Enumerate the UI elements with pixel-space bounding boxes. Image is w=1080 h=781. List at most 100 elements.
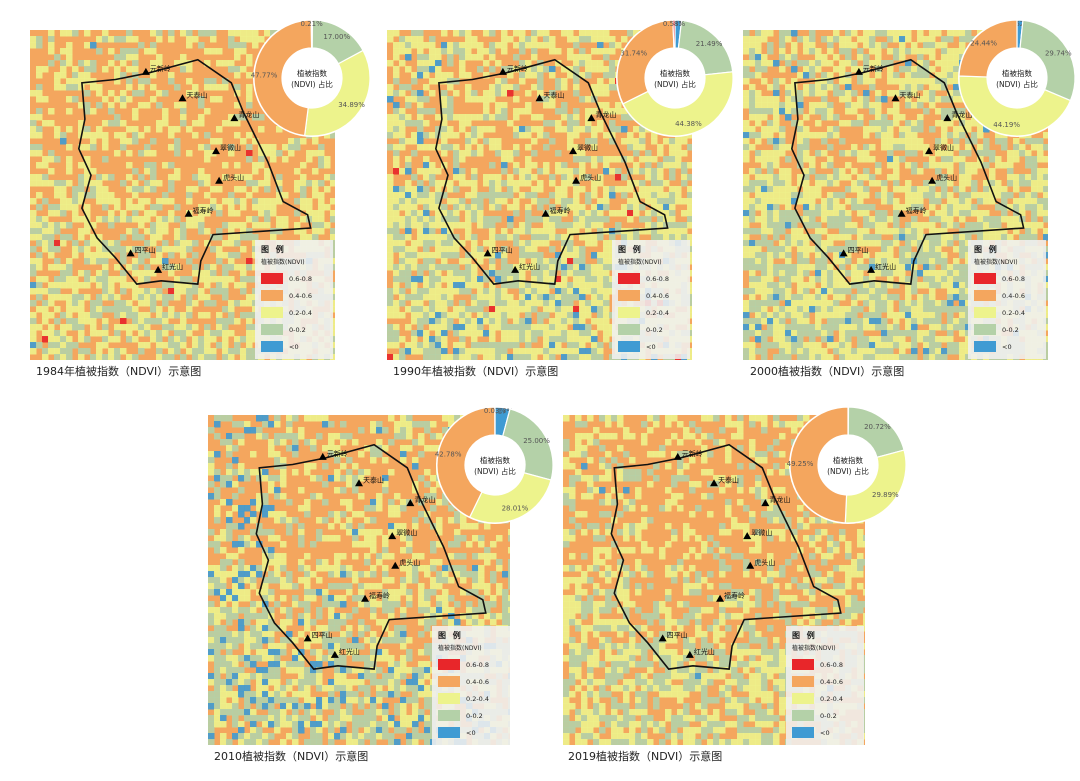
raster-cell <box>549 36 556 43</box>
raster-cell <box>471 342 478 349</box>
raster-cell <box>78 330 85 337</box>
raster-cell <box>639 204 646 211</box>
raster-cell <box>911 240 918 247</box>
raster-cell <box>905 240 912 247</box>
raster-cell <box>743 258 750 265</box>
raster-cell <box>797 228 804 235</box>
raster-cell <box>138 216 145 223</box>
raster-cell <box>543 36 550 43</box>
raster-cell <box>30 300 37 307</box>
raster-cell <box>435 264 442 271</box>
raster-cell <box>669 156 676 163</box>
raster-cell <box>318 228 325 235</box>
raster-cell <box>959 162 966 169</box>
raster-cell <box>483 72 490 79</box>
raster-cell <box>869 222 876 229</box>
raster-cell <box>246 354 253 360</box>
raster-cell <box>42 276 49 283</box>
raster-cell <box>228 258 235 265</box>
raster-cell <box>126 30 133 37</box>
raster-cell <box>881 96 888 103</box>
raster-cell <box>953 204 960 211</box>
raster-cell <box>869 282 876 289</box>
raster-cell <box>513 300 520 307</box>
raster-cell <box>120 132 127 139</box>
raster-cell <box>881 210 888 217</box>
raster-cell <box>84 156 91 163</box>
raster-cell <box>198 168 205 175</box>
raster-cell <box>240 48 247 55</box>
raster-cell <box>429 42 436 49</box>
raster-cell <box>585 210 592 217</box>
raster-cell <box>483 138 490 145</box>
raster-cell <box>531 354 538 360</box>
raster-cell <box>555 252 562 259</box>
raster-cell <box>815 180 822 187</box>
raster-cell <box>387 246 394 253</box>
raster-cell <box>809 156 816 163</box>
raster-cell <box>863 216 870 223</box>
raster-cell <box>192 90 199 97</box>
raster-cell <box>459 276 466 283</box>
raster-cell <box>513 168 520 175</box>
raster-cell <box>525 102 532 109</box>
raster-cell <box>591 144 598 151</box>
raster-cell <box>204 276 211 283</box>
raster-cell <box>905 162 912 169</box>
raster-cell <box>941 222 948 229</box>
raster-cell <box>663 210 670 217</box>
raster-cell <box>609 234 616 241</box>
raster-cell <box>156 228 163 235</box>
raster-cell <box>977 132 984 139</box>
raster-cell <box>839 60 846 67</box>
raster-cell <box>156 198 163 205</box>
raster-cell <box>72 78 79 85</box>
raster-cell <box>549 282 556 289</box>
raster-cell <box>246 150 253 157</box>
raster-cell <box>246 300 253 307</box>
raster-cell <box>198 342 205 349</box>
raster-cell <box>471 138 478 145</box>
raster-cell <box>192 264 199 271</box>
raster-cell <box>591 138 598 145</box>
raster-cell <box>252 162 259 169</box>
raster-cell <box>447 282 454 289</box>
raster-cell <box>435 186 442 193</box>
raster-cell <box>555 288 562 295</box>
raster-cell <box>863 192 870 199</box>
raster-cell <box>246 54 253 61</box>
raster-cell <box>591 216 598 223</box>
raster-cell <box>447 108 454 115</box>
raster-cell <box>216 330 223 337</box>
raster-cell <box>911 72 918 79</box>
raster-cell <box>150 222 157 229</box>
raster-cell <box>513 126 520 133</box>
raster-cell <box>84 204 91 211</box>
raster-cell <box>186 294 193 301</box>
raster-cell <box>393 336 400 343</box>
raster-cell <box>84 246 91 253</box>
raster-cell <box>417 324 424 331</box>
raster-cell <box>501 318 508 325</box>
raster-cell <box>633 150 640 157</box>
raster-cell <box>393 282 400 289</box>
raster-cell <box>423 42 430 49</box>
raster-cell <box>429 336 436 343</box>
raster-cell <box>989 180 996 187</box>
raster-cell <box>639 156 646 163</box>
raster-cell <box>417 264 424 271</box>
raster-cell <box>1037 222 1044 229</box>
raster-cell <box>423 228 430 235</box>
raster-cell <box>198 348 205 355</box>
raster-cell <box>264 222 271 229</box>
raster-cell <box>114 66 121 73</box>
raster-cell <box>411 276 418 283</box>
raster-cell <box>977 222 984 229</box>
raster-cell <box>138 132 145 139</box>
raster-cell <box>761 132 768 139</box>
raster-cell <box>411 342 418 349</box>
raster-cell <box>585 336 592 343</box>
raster-cell <box>234 72 241 79</box>
raster-cell <box>471 96 478 103</box>
raster-cell <box>459 336 466 343</box>
